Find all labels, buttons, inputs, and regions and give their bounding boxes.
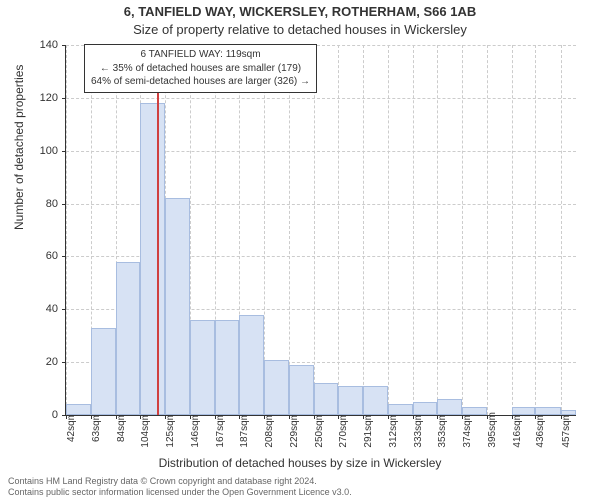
x-tick-label: 333sqm	[413, 412, 424, 448]
grid-line	[363, 45, 364, 415]
x-tick-label: 84sqm	[116, 412, 127, 442]
histogram-bar	[561, 410, 576, 415]
y-tick-label: 20	[26, 356, 58, 368]
histogram-bar	[140, 103, 165, 415]
histogram-bar	[190, 320, 215, 415]
x-tick-label: 104sqm	[140, 412, 151, 448]
histogram-bar	[264, 360, 289, 416]
grid-line	[338, 45, 339, 415]
histogram-bar	[363, 386, 388, 415]
y-tick-label: 80	[26, 198, 58, 210]
y-tick-label: 120	[26, 92, 58, 104]
grid-line	[413, 45, 414, 415]
footnote: Contains HM Land Registry data © Crown c…	[8, 476, 352, 498]
histogram-bar	[462, 407, 487, 415]
grid-line	[388, 45, 389, 415]
annotation-line-3: 64% of semi-detached houses are larger (…	[91, 75, 310, 89]
histogram-bar	[437, 399, 462, 415]
histogram-bar	[388, 404, 413, 415]
histogram-bar	[314, 383, 338, 415]
footnote-line-2: Contains public sector information licen…	[8, 487, 352, 498]
annotation-line-1: 6 TANFIELD WAY: 119sqm	[91, 48, 310, 62]
grid-line	[535, 45, 536, 415]
y-tick-label: 40	[26, 303, 58, 315]
grid-line	[561, 45, 562, 415]
histogram-bar	[165, 198, 190, 415]
footnote-line-1: Contains HM Land Registry data © Crown c…	[8, 476, 352, 487]
x-axis-label: Distribution of detached houses by size …	[0, 456, 600, 470]
grid-line	[66, 98, 576, 99]
grid-line	[487, 45, 488, 415]
histogram-bar	[512, 407, 536, 415]
x-tick-label: 270sqm	[338, 412, 349, 448]
histogram-bar	[215, 320, 239, 415]
histogram-bar	[535, 407, 560, 415]
y-tick-label: 140	[26, 39, 58, 51]
x-tick-label: 436sqm	[535, 412, 546, 448]
x-tick-label: 395sqm	[487, 412, 498, 448]
x-tick-label: 42sqm	[66, 412, 77, 442]
x-tick-label: 167sqm	[215, 412, 226, 448]
x-tick-label: 187sqm	[239, 412, 250, 448]
grid-line	[437, 45, 438, 415]
grid-line	[289, 45, 290, 415]
histogram-bar	[239, 315, 264, 415]
x-tick-label: 146sqm	[190, 412, 201, 448]
y-tick-label: 60	[26, 250, 58, 262]
histogram-bar	[289, 365, 314, 415]
y-tick-label: 0	[26, 409, 58, 421]
property-marker-line	[157, 45, 159, 415]
grid-line	[462, 45, 463, 415]
x-tick-label: 229sqm	[289, 412, 300, 448]
plot-area: 02040608010012014042sqm63sqm84sqm104sqm1…	[65, 45, 576, 416]
histogram-bar	[91, 328, 116, 415]
x-tick-label: 312sqm	[388, 412, 399, 448]
histogram-bar	[413, 402, 437, 415]
x-tick-label: 353sqm	[437, 412, 448, 448]
y-tick-label: 100	[26, 145, 58, 157]
histogram-bar	[66, 404, 91, 415]
x-tick-label: 208sqm	[264, 412, 275, 448]
y-axis-label: Number of detached properties	[12, 65, 26, 230]
x-tick-label: 416sqm	[512, 412, 523, 448]
grid-line	[66, 45, 67, 415]
grid-line	[314, 45, 315, 415]
x-tick-label: 63sqm	[91, 412, 102, 442]
annotation-line-2: ← 35% of detached houses are smaller (17…	[91, 62, 310, 76]
chart-title-main: 6, TANFIELD WAY, WICKERSLEY, ROTHERHAM, …	[0, 4, 600, 19]
x-tick-label: 291sqm	[363, 412, 374, 448]
x-tick-label: 457sqm	[561, 412, 572, 448]
x-tick-label: 374sqm	[462, 412, 473, 448]
annotation-box: 6 TANFIELD WAY: 119sqm← 35% of detached …	[84, 44, 317, 93]
histogram-bar	[338, 386, 363, 415]
x-tick-label: 250sqm	[314, 412, 325, 448]
grid-line	[512, 45, 513, 415]
x-tick-label: 125sqm	[165, 412, 176, 448]
chart-title-sub: Size of property relative to detached ho…	[0, 22, 600, 37]
histogram-bar	[116, 262, 140, 415]
chart-container: 6, TANFIELD WAY, WICKERSLEY, ROTHERHAM, …	[0, 0, 600, 500]
